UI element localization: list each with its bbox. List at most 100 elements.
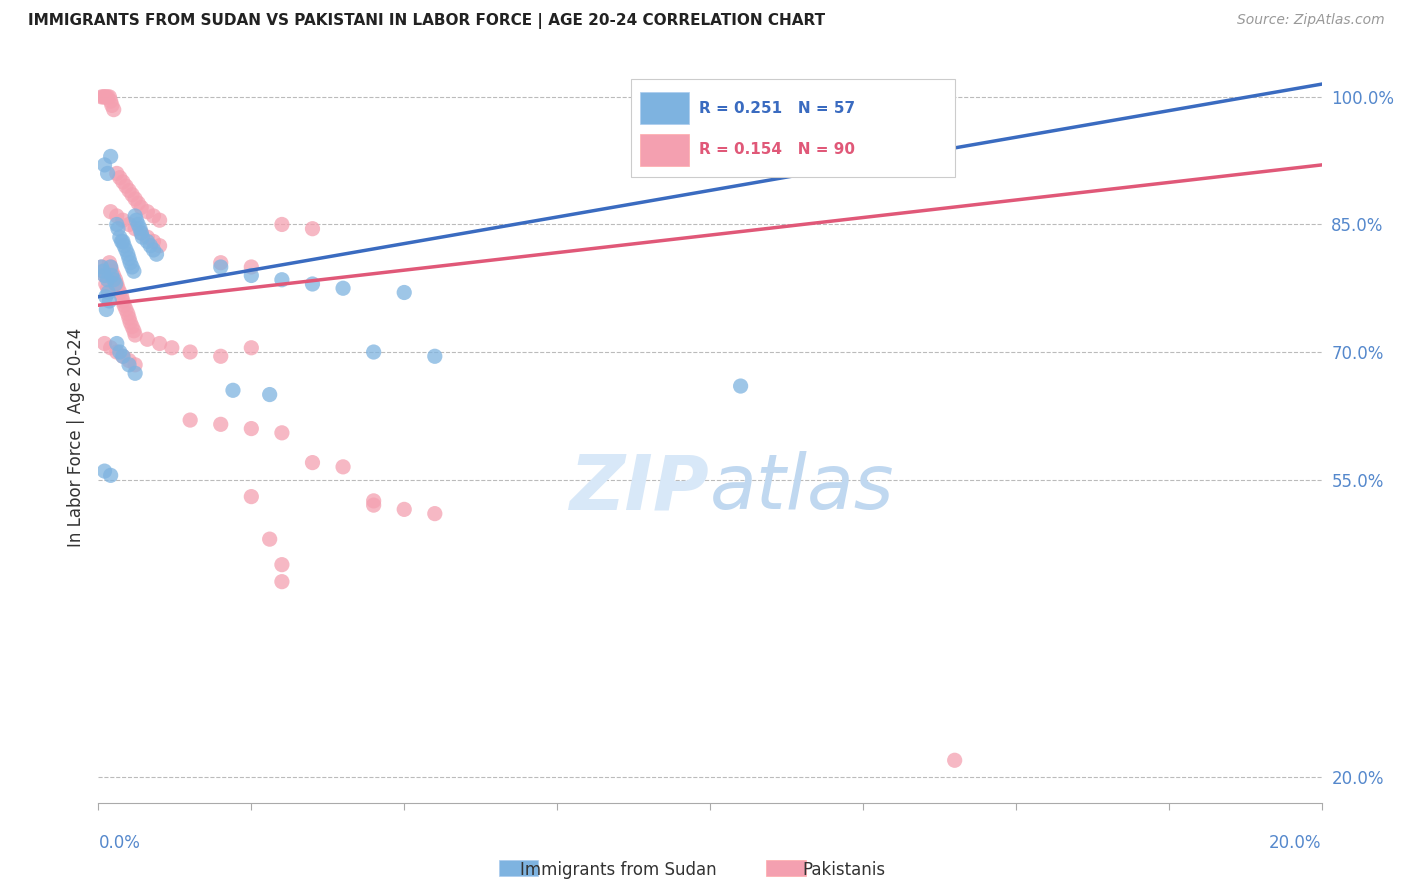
Point — [93, 464, 115, 478]
Point — [124, 358, 146, 372]
Point — [112, 238, 135, 252]
Point — [105, 209, 128, 223]
Point — [301, 456, 323, 470]
Point — [118, 183, 141, 197]
Point — [97, 285, 120, 300]
Point — [118, 358, 141, 372]
Point — [149, 238, 172, 252]
Point — [97, 273, 120, 287]
Point — [129, 226, 152, 240]
Point — [149, 213, 172, 227]
Point — [90, 90, 112, 104]
Point — [94, 277, 117, 291]
Point — [179, 413, 201, 427]
Point — [209, 417, 232, 432]
Point — [125, 213, 148, 227]
Point — [120, 256, 142, 270]
Point — [94, 290, 117, 304]
Point — [105, 345, 128, 359]
Point — [129, 226, 152, 240]
Point — [270, 558, 294, 572]
Point — [111, 213, 134, 227]
Point — [270, 574, 294, 589]
Point — [100, 149, 122, 163]
Point — [111, 175, 134, 189]
Point — [111, 235, 134, 249]
Point — [699, 132, 721, 146]
Text: Pakistanis: Pakistanis — [801, 861, 886, 879]
Point — [103, 103, 125, 117]
FancyBboxPatch shape — [640, 92, 689, 124]
Point — [101, 98, 124, 112]
Point — [209, 256, 232, 270]
Point — [111, 349, 134, 363]
Point — [115, 302, 138, 317]
Point — [96, 302, 118, 317]
Point — [107, 281, 129, 295]
Text: Source: ZipAtlas.com: Source: ZipAtlas.com — [1237, 13, 1385, 28]
Point — [392, 502, 416, 516]
Point — [100, 341, 122, 355]
Point — [127, 218, 149, 232]
Point — [270, 218, 294, 232]
Point — [93, 336, 115, 351]
Point — [363, 498, 385, 512]
Point — [392, 285, 416, 300]
FancyBboxPatch shape — [640, 134, 689, 166]
Point — [104, 273, 127, 287]
Text: R = 0.154   N = 90: R = 0.154 N = 90 — [699, 142, 855, 157]
FancyBboxPatch shape — [630, 78, 955, 178]
Point — [112, 298, 135, 312]
Point — [124, 221, 146, 235]
Point — [209, 260, 232, 274]
Point — [108, 345, 131, 359]
Point — [118, 218, 141, 232]
Bar — [499, 860, 538, 876]
Point — [136, 332, 159, 346]
Point — [259, 532, 281, 546]
Point — [142, 243, 165, 257]
Point — [93, 90, 115, 104]
Point — [121, 187, 143, 202]
Bar — [766, 860, 806, 876]
Point — [149, 336, 172, 351]
Point — [301, 221, 323, 235]
Point — [101, 268, 124, 283]
Point — [270, 425, 294, 440]
Point — [105, 277, 128, 291]
Point — [100, 204, 122, 219]
Point — [240, 421, 263, 435]
Point — [127, 196, 149, 211]
Point — [100, 260, 122, 274]
Point — [108, 170, 131, 185]
Point — [136, 235, 159, 249]
Point — [97, 166, 120, 180]
Point — [136, 230, 159, 244]
Point — [363, 494, 385, 508]
Point — [104, 277, 127, 291]
Text: 0.0%: 0.0% — [98, 834, 141, 852]
Point — [101, 264, 124, 278]
Point — [124, 209, 146, 223]
Point — [139, 238, 162, 252]
Point — [129, 221, 152, 235]
Point — [240, 341, 263, 355]
Text: R = 0.251   N = 57: R = 0.251 N = 57 — [699, 101, 855, 116]
Point — [240, 490, 263, 504]
Point — [423, 349, 446, 363]
Point — [179, 345, 201, 359]
Point — [160, 341, 183, 355]
Point — [118, 252, 141, 266]
Point — [105, 166, 128, 180]
Point — [107, 221, 129, 235]
Point — [240, 268, 263, 283]
Point — [270, 273, 294, 287]
Point — [117, 247, 139, 261]
Point — [108, 230, 131, 244]
Point — [115, 243, 138, 257]
Point — [124, 328, 146, 343]
Point — [100, 94, 122, 108]
Point — [145, 247, 167, 261]
Point — [423, 507, 446, 521]
Point — [332, 459, 354, 474]
